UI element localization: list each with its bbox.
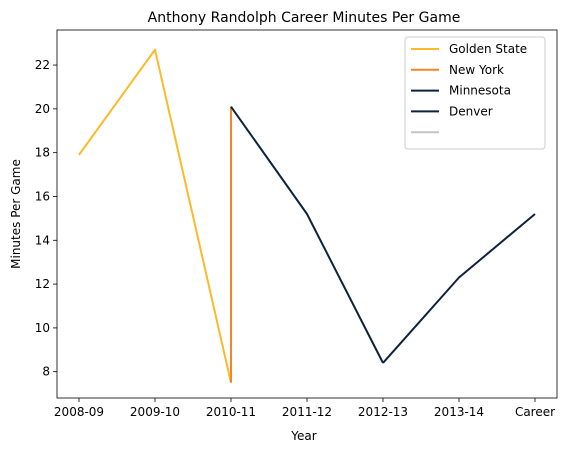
y-tick-label: 10 [35,321,50,335]
x-tick-label: 2008-09 [54,405,104,419]
legend: Golden State New York Minnesota Denver [404,36,546,150]
legend-label: New York [449,63,504,77]
y-tick-label: 22 [35,58,50,72]
x-tick-label: 2011-12 [282,405,332,419]
y-tick-label: 18 [35,146,50,160]
x-tick-label: 2010-11 [206,405,256,419]
series-line-3 [382,213,536,364]
y-axis-label: Minutes Per Game [9,159,23,269]
y-axis: 8 10 12 14 16 18 20 22 [35,58,57,379]
chart-title: Anthony Randolph Career Minutes Per Game [148,10,461,26]
legend-label: Golden State [449,42,527,56]
series-line-2 [230,106,384,364]
x-axis: 2008-09 2009-10 2010-11 2011-12 2012-13 2013-… [54,398,555,419]
legend-label: Minnesota [449,84,511,98]
y-tick-label: 16 [35,189,50,203]
y-tick-label: 12 [35,277,50,291]
y-tick-label: 14 [35,233,50,247]
y-tick-label: 8 [42,365,50,379]
x-tick-label: 2013-14 [434,405,484,419]
y-tick-label: 20 [35,102,50,116]
legend-box [404,36,546,150]
x-tick-label: 2009-10 [130,405,180,419]
series-layer [78,48,536,383]
x-tick-label: Career [515,405,555,419]
series-line-0 [78,48,232,383]
x-axis-label: Year [290,429,316,443]
legend-label: Denver [449,104,493,118]
x-tick-label: 2012-13 [358,405,408,419]
